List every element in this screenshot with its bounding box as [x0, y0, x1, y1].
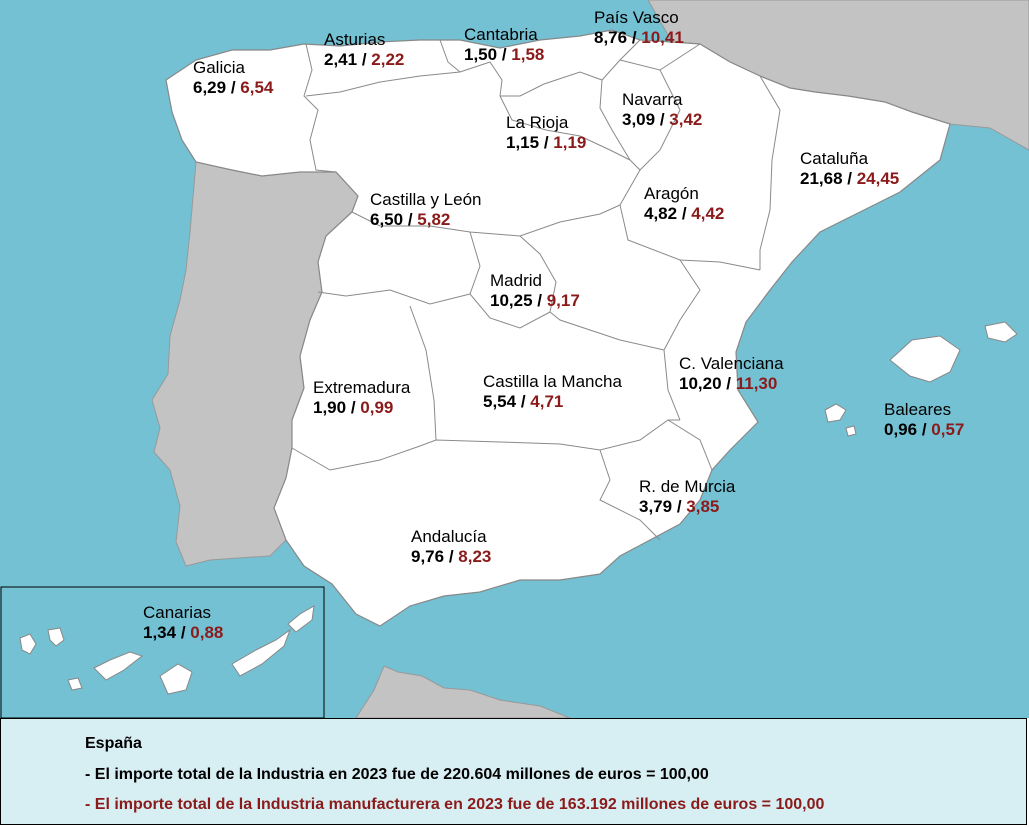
region-name-baleares: Baleares	[884, 400, 951, 419]
value-manufacturera-extremadura: 0,99	[360, 398, 393, 417]
value-industria-cataluna: 21,68	[800, 169, 843, 188]
value-industria-baleares: 0,96	[884, 420, 917, 439]
value-manufacturera-castilla-la-mancha: 4,71	[530, 392, 563, 411]
value-manufacturera-cantabria: 1,58	[511, 45, 544, 64]
value-manufacturera-aragon: 4,42	[691, 204, 724, 223]
legend-title: España	[85, 735, 142, 752]
region-values-cantabria: 1,50 / 1,58	[464, 45, 544, 64]
value-industria-andalucia: 9,76	[411, 547, 444, 566]
value-industria-madrid: 10,25	[490, 291, 533, 310]
value-manufacturera-andalucia: 8,23	[458, 547, 491, 566]
region-values-la-rioja: 1,15 / 1,19	[506, 133, 586, 152]
value-industria-castilla-la-mancha: 5,54	[483, 392, 517, 411]
region-values-asturias: 2,41 / 2,22	[324, 50, 404, 69]
region-name-madrid: Madrid	[490, 271, 542, 290]
value-manufacturera-pais-vasco: 10,41	[641, 28, 684, 47]
region-name-andalucia: Andalucía	[411, 527, 487, 546]
region-values-canarias: 1,34 / 0,88	[143, 623, 223, 642]
legend-line-industria: - El importe total de la Industria en 20…	[85, 766, 709, 783]
value-separator: /	[533, 291, 547, 310]
value-separator: /	[176, 623, 190, 642]
region-name-la-rioja: La Rioja	[506, 113, 569, 132]
value-separator: /	[516, 392, 530, 411]
value-manufacturera-asturias: 2,22	[371, 50, 404, 69]
value-separator: /	[627, 28, 641, 47]
region-name-cantabria: Cantabria	[464, 25, 538, 44]
value-manufacturera-baleares: 0,57	[931, 420, 964, 439]
region-values-murcia: 3,79 / 3,85	[639, 497, 719, 516]
canary-islands	[19, 605, 315, 695]
value-manufacturera-murcia: 3,85	[686, 497, 719, 516]
region-name-castilla-leon: Castilla y León	[370, 190, 482, 209]
value-manufacturera-madrid: 9,17	[547, 291, 580, 310]
value-manufacturera-navarra: 3,42	[669, 110, 702, 129]
region-values-andalucia: 9,76 / 8,23	[411, 547, 491, 566]
region-values-pais-vasco: 8,76 / 10,41	[594, 28, 684, 47]
value-industria-navarra: 3,09	[622, 110, 655, 129]
value-industria-galicia: 6,29	[193, 78, 226, 97]
region-name-aragon: Aragón	[644, 184, 699, 203]
region-name-asturias: Asturias	[324, 30, 385, 49]
value-industria-cantabria: 1,50	[464, 45, 497, 64]
region-values-madrid: 10,25 / 9,17	[490, 291, 580, 310]
value-industria-la-rioja: 1,15	[506, 133, 539, 152]
legend-box: España - El importe total de la Industri…	[0, 718, 1027, 825]
region-values-aragon: 4,82 / 4,42	[644, 204, 724, 223]
region-values-galicia: 6,29 / 6,54	[193, 78, 274, 97]
region-name-c-valenciana: C. Valenciana	[679, 354, 784, 373]
value-separator: /	[539, 133, 553, 152]
region-values-castilla-la-mancha: 5,54 / 4,71	[483, 392, 563, 411]
region-values-cataluna: 21,68 / 24,45	[800, 169, 899, 188]
region-name-cataluna: Cataluña	[800, 149, 869, 168]
value-industria-extremadura: 1,90	[313, 398, 346, 417]
value-separator: /	[677, 204, 691, 223]
value-separator: /	[843, 169, 857, 188]
value-separator: /	[403, 210, 417, 229]
value-separator: /	[497, 45, 511, 64]
value-separator: /	[655, 110, 669, 129]
value-separator: /	[346, 398, 360, 417]
value-manufacturera-cataluna: 24,45	[857, 169, 900, 188]
region-name-navarra: Navarra	[622, 90, 683, 109]
value-manufacturera-galicia: 6,54	[240, 78, 274, 97]
value-industria-pais-vasco: 8,76	[594, 28, 627, 47]
region-name-canarias: Canarias	[143, 603, 211, 622]
value-separator: /	[672, 497, 686, 516]
region-name-murcia: R. de Murcia	[639, 477, 736, 496]
value-separator: /	[226, 78, 240, 97]
value-industria-canarias: 1,34	[143, 623, 177, 642]
value-separator: /	[917, 420, 931, 439]
value-industria-asturias: 2,41	[324, 50, 357, 69]
region-values-c-valenciana: 10,20 / 11,30	[679, 374, 777, 393]
value-industria-aragon: 4,82	[644, 204, 677, 223]
region-values-extremadura: 1,90 / 0,99	[313, 398, 393, 417]
region-name-castilla-la-mancha: Castilla la Mancha	[483, 372, 622, 391]
region-name-pais-vasco: País Vasco	[594, 8, 679, 27]
morocco-land	[355, 665, 571, 719]
value-manufacturera-canarias: 0,88	[190, 623, 223, 642]
region-name-extremadura: Extremadura	[313, 378, 411, 397]
value-separator: /	[357, 50, 371, 69]
region-values-navarra: 3,09 / 3,42	[622, 110, 702, 129]
value-industria-castilla-leon: 6,50	[370, 210, 403, 229]
value-industria-murcia: 3,79	[639, 497, 672, 516]
legend-line-manufacturera: - El importe total de la Industria manuf…	[85, 796, 825, 813]
value-industria-c-valenciana: 10,20	[679, 374, 722, 393]
value-manufacturera-castilla-leon: 5,82	[417, 210, 450, 229]
region-values-baleares: 0,96 / 0,57	[884, 420, 964, 439]
balearic-islands	[824, 321, 1018, 437]
region-values-castilla-leon: 6,50 / 5,82	[370, 210, 450, 229]
region-borders	[291, 39, 781, 541]
value-manufacturera-c-valenciana: 11,30	[736, 374, 778, 393]
value-separator: /	[722, 374, 736, 393]
value-manufacturera-la-rioja: 1,19	[553, 133, 586, 152]
value-separator: /	[444, 547, 458, 566]
region-name-galicia: Galicia	[193, 58, 246, 77]
